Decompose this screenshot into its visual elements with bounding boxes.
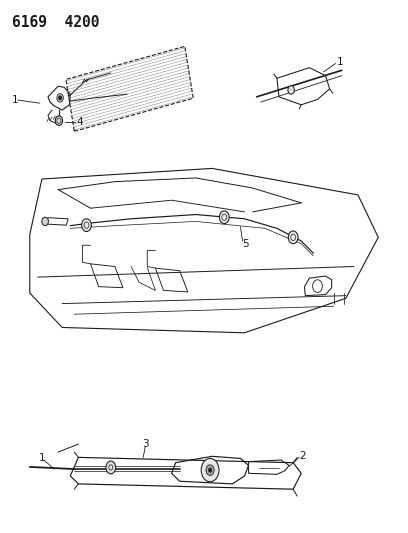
Circle shape [208,468,212,472]
Circle shape [82,219,91,231]
Circle shape [206,465,214,475]
Text: 1: 1 [39,454,45,463]
Text: 1: 1 [11,95,18,105]
Text: 3: 3 [142,439,149,449]
Circle shape [42,217,49,225]
Circle shape [58,96,62,100]
Circle shape [57,94,63,102]
Circle shape [106,461,115,474]
Text: 2: 2 [299,451,306,461]
Circle shape [288,86,294,94]
Text: 4: 4 [76,117,82,127]
Circle shape [288,231,298,244]
Text: 1: 1 [337,58,343,67]
Circle shape [201,458,219,482]
Circle shape [55,116,62,125]
Circle shape [220,211,229,223]
Text: 5: 5 [242,239,249,249]
Text: 6169  4200: 6169 4200 [11,14,99,30]
